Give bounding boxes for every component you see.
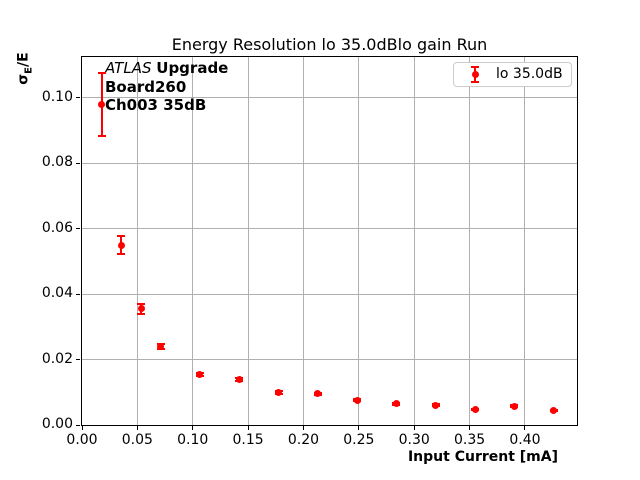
- x-tick-mark: [469, 426, 471, 430]
- annotation-line-3: Ch003 35dB: [105, 96, 207, 114]
- grid-line-vertical: [413, 57, 415, 425]
- data-point: [314, 390, 322, 398]
- grid-line-vertical: [302, 57, 304, 425]
- x-axis-label: Input Current [mA]: [407, 449, 558, 465]
- data-point: [196, 370, 204, 378]
- grid-line-horizontal: [82, 162, 577, 164]
- ylabel-suffix: /E: [15, 52, 32, 67]
- y-tick-mark: [76, 293, 80, 295]
- annotation-line-1: ATLAS Upgrade: [105, 59, 228, 78]
- grid-line-horizontal: [82, 97, 577, 99]
- x-tick-mark: [81, 426, 83, 430]
- error-bar-cap-top: [137, 302, 146, 305]
- grid-line-horizontal: [82, 228, 577, 230]
- ylabel-sigma: σ: [15, 73, 32, 85]
- annotation-upgrade: Upgrade: [156, 59, 229, 77]
- grid-line-vertical: [136, 57, 138, 425]
- grid-line-vertical: [358, 57, 360, 425]
- x-tick-label: 0.15: [232, 432, 264, 448]
- y-tick-label: 0.04: [41, 285, 73, 302]
- y-tick-mark: [76, 97, 80, 99]
- x-tick-label: 0.30: [398, 432, 430, 448]
- y-tick-label: 0.00: [41, 416, 73, 432]
- data-point: [353, 396, 361, 404]
- data-point: [275, 388, 283, 396]
- y-tick-mark: [76, 424, 80, 426]
- legend-point: [471, 71, 479, 78]
- x-tick-label: 0.05: [121, 432, 153, 448]
- ylabel-subscript: E: [23, 66, 35, 74]
- data-point: [235, 375, 243, 383]
- legend-label: lo 35.0dB: [496, 66, 563, 82]
- annotation-line-2: Board260: [105, 77, 187, 96]
- annotation: ATLAS Upgrade Board260 Ch003 35dB: [105, 59, 228, 115]
- chart-title: Energy Resolution lo 35.0dBlo gain Run: [171, 35, 488, 54]
- error-bar-cap-bottom: [117, 253, 126, 256]
- x-tick-mark: [358, 426, 360, 430]
- x-tick-mark: [192, 426, 194, 430]
- data-point: [550, 406, 558, 414]
- data-point: [471, 405, 479, 413]
- grid-line-horizontal: [82, 293, 577, 295]
- x-tick-label: 0.10: [177, 432, 209, 448]
- legend-errorbar-cap-bottom: [471, 81, 479, 83]
- grid-line-vertical: [192, 57, 194, 425]
- y-tick-mark: [76, 162, 80, 164]
- x-tick-label: 0.00: [66, 432, 98, 448]
- legend: lo 35.0dB: [453, 62, 572, 87]
- y-axis-label: σE/E: [15, 37, 35, 101]
- grid-line-vertical: [247, 57, 249, 425]
- error-bar-cap-bottom: [137, 313, 146, 316]
- plot-area: ATLAS Upgrade Board260 Ch003 35dB lo 35.…: [81, 56, 578, 426]
- grid-line-vertical: [524, 57, 526, 425]
- data-point: [510, 402, 518, 410]
- x-tick-mark: [524, 426, 526, 430]
- x-tick-mark: [302, 426, 304, 430]
- data-point: [432, 401, 440, 409]
- data-point: [392, 400, 400, 408]
- data-point: [98, 100, 106, 108]
- error-bar-cap-bottom: [97, 134, 106, 137]
- error-bar-cap-top: [117, 234, 126, 237]
- x-tick-mark: [136, 426, 138, 430]
- legend-errorbar-cap-top: [471, 66, 479, 68]
- x-tick-mark: [413, 426, 415, 430]
- y-tick-label: 0.10: [41, 88, 73, 105]
- x-tick-label: 0.35: [453, 432, 486, 448]
- error-bar-cap-top: [97, 72, 106, 75]
- data-point: [117, 241, 125, 249]
- y-tick-mark: [76, 359, 80, 361]
- errorbar-marker-icon: [467, 63, 483, 86]
- y-tick-label: 0.06: [41, 219, 73, 236]
- y-tick-mark: [76, 228, 80, 230]
- x-tick-label: 0.20: [287, 432, 320, 448]
- grid-line-vertical: [469, 57, 471, 425]
- grid-line-horizontal: [82, 359, 577, 361]
- x-tick-label: 0.25: [343, 432, 375, 448]
- y-tick-label: 0.08: [41, 154, 73, 171]
- annotation-experiment: ATLAS: [105, 59, 152, 77]
- data-point: [157, 342, 165, 350]
- x-tick-mark: [247, 426, 249, 430]
- x-tick-label: 0.40: [509, 432, 541, 448]
- data-point: [137, 305, 145, 313]
- y-tick-label: 0.02: [41, 350, 73, 367]
